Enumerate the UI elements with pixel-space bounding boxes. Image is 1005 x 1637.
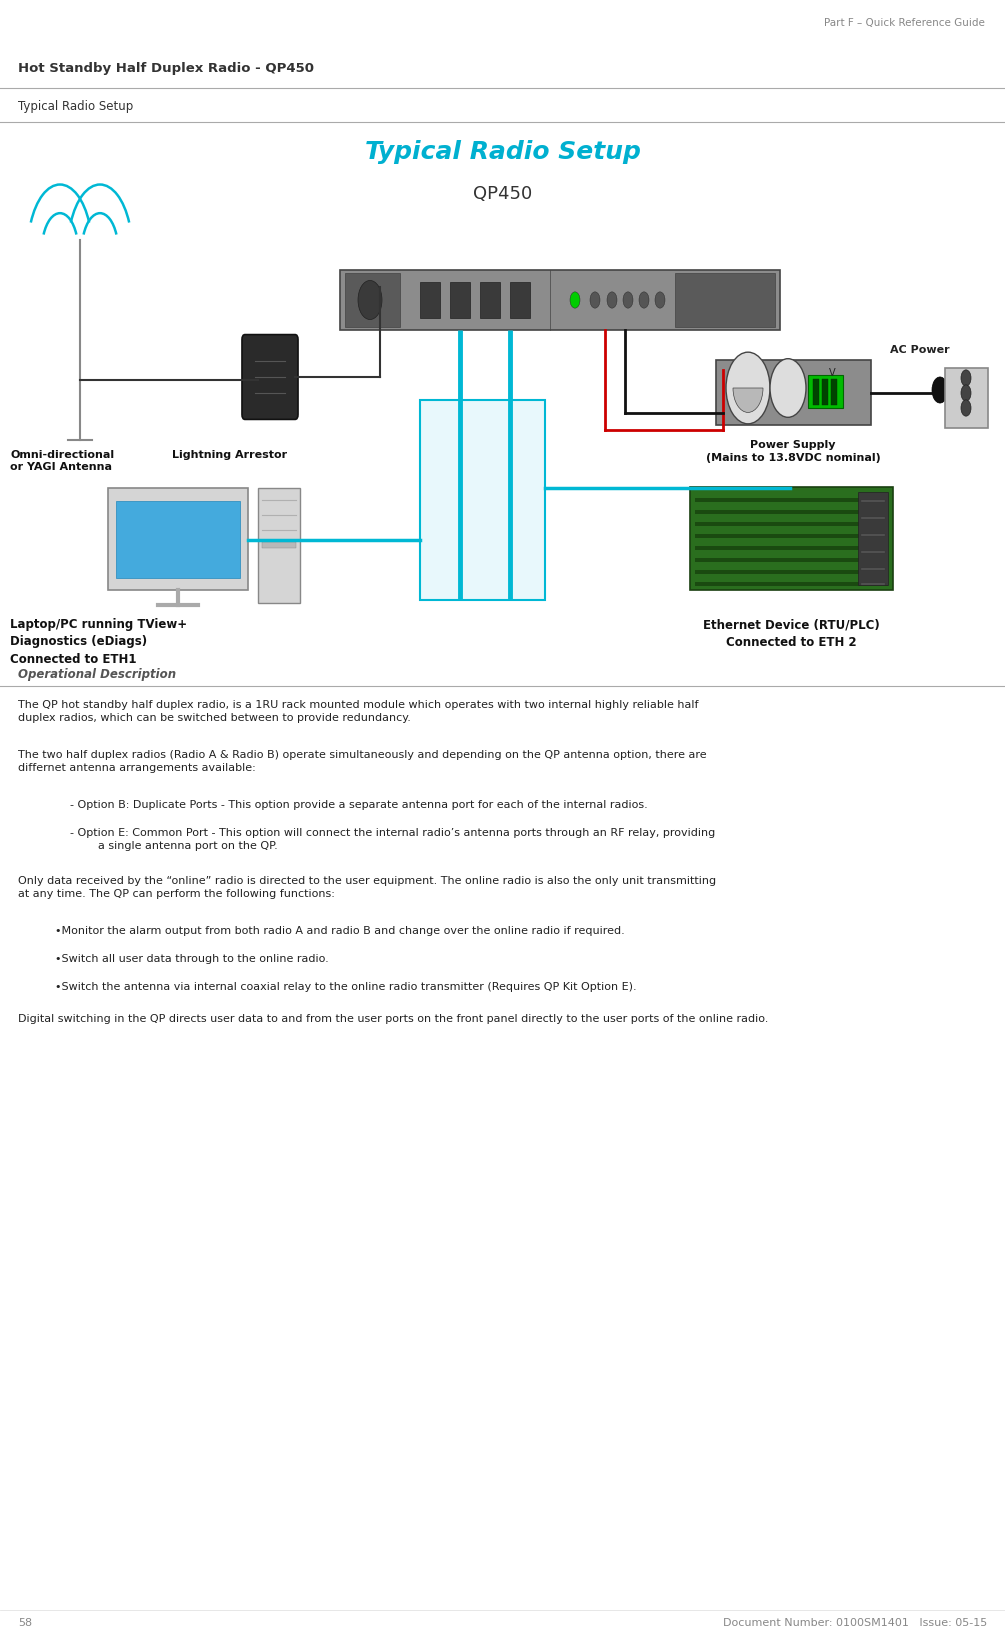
Circle shape <box>961 385 971 401</box>
Text: Hot Standby Half Duplex Radio - QP450: Hot Standby Half Duplex Radio - QP450 <box>18 62 314 75</box>
Circle shape <box>961 399 971 416</box>
Bar <box>695 534 888 539</box>
Text: Lightning Arrestor: Lightning Arrestor <box>172 450 287 460</box>
Bar <box>945 368 988 427</box>
Wedge shape <box>733 388 763 413</box>
Bar <box>450 282 470 318</box>
Text: Digital switching in the QP directs user data to and from the user ports on the : Digital switching in the QP directs user… <box>18 1013 769 1025</box>
Bar <box>258 488 300 602</box>
Circle shape <box>726 352 770 424</box>
Text: Omni-directional
or YAGI Antenna: Omni-directional or YAGI Antenna <box>10 450 115 471</box>
Text: 58: 58 <box>18 1617 32 1629</box>
Bar <box>861 534 885 535</box>
Bar <box>716 360 871 426</box>
Bar <box>695 583 888 586</box>
Text: V: V <box>829 368 835 378</box>
Bar <box>831 380 837 404</box>
Bar <box>420 282 440 318</box>
Circle shape <box>590 291 600 308</box>
Circle shape <box>639 291 649 308</box>
Bar <box>861 568 885 570</box>
Circle shape <box>932 377 948 403</box>
Text: - Option E: Common Port - This option will connect the internal radio’s antenna : - Option E: Common Port - This option wi… <box>70 828 716 851</box>
Bar <box>420 399 545 601</box>
Text: QP450: QP450 <box>473 185 532 203</box>
Bar <box>861 583 885 584</box>
Bar <box>345 273 400 327</box>
Text: Typical Radio Setup: Typical Radio Setup <box>365 141 640 164</box>
Text: - Option B: Duplicate Ports - This option provide a separate antenna port for ea: - Option B: Duplicate Ports - This optio… <box>70 800 648 810</box>
Bar <box>813 380 819 404</box>
Text: AC Power: AC Power <box>890 345 950 355</box>
Bar <box>690 486 893 589</box>
Circle shape <box>358 280 382 319</box>
Bar <box>695 522 888 525</box>
Text: Typical Radio Setup: Typical Radio Setup <box>18 100 134 113</box>
Bar <box>480 282 500 318</box>
Bar <box>675 273 775 327</box>
Bar <box>510 282 530 318</box>
Bar <box>695 558 888 561</box>
Text: The two half duplex radios (Radio A & Radio B) operate simultaneously and depend: The two half duplex radios (Radio A & Ra… <box>18 750 707 773</box>
Text: Ethernet Device (RTU/PLC)
Connected to ETH 2: Ethernet Device (RTU/PLC) Connected to E… <box>702 619 879 648</box>
Bar <box>695 498 888 503</box>
Bar <box>108 488 248 589</box>
Circle shape <box>655 291 665 308</box>
Text: Only data received by the “online” radio is directed to the user equipment. The : Only data received by the “online” radio… <box>18 876 717 899</box>
Bar <box>340 270 780 331</box>
Circle shape <box>770 359 806 417</box>
Bar <box>116 501 240 578</box>
Bar <box>695 570 888 575</box>
Text: Operational Description: Operational Description <box>18 668 176 681</box>
Text: Power Supply
(Mains to 13.8VDC nominal): Power Supply (Mains to 13.8VDC nominal) <box>706 440 880 463</box>
Circle shape <box>570 291 580 308</box>
Circle shape <box>961 370 971 386</box>
Text: The QP hot standby half duplex radio, is a 1RU rack mounted module which operate: The QP hot standby half duplex radio, is… <box>18 701 698 724</box>
Circle shape <box>623 291 633 308</box>
Text: Document Number: 0100SM1401   Issue: 05-15: Document Number: 0100SM1401 Issue: 05-15 <box>723 1617 987 1629</box>
Circle shape <box>607 291 617 308</box>
Bar <box>858 493 888 584</box>
Bar <box>695 511 888 514</box>
Bar <box>861 499 885 503</box>
Bar <box>861 552 885 553</box>
Text: •Switch all user data through to the online radio.: •Switch all user data through to the onl… <box>55 954 329 964</box>
Bar <box>808 375 843 408</box>
Text: Part F – Quick Reference Guide: Part F – Quick Reference Guide <box>824 18 985 28</box>
Text: •Monitor the alarm output from both radio A and radio B and change over the onli: •Monitor the alarm output from both radi… <box>55 927 625 936</box>
Bar <box>822 380 828 404</box>
FancyBboxPatch shape <box>242 334 298 419</box>
Text: Laptop/PC running TView+
Diagnostics (eDiags)
Connected to ETH1: Laptop/PC running TView+ Diagnostics (eD… <box>10 619 187 666</box>
Bar <box>861 517 885 519</box>
Bar <box>695 547 888 550</box>
Text: •Switch the antenna via internal coaxial relay to the online radio transmitter (: •Switch the antenna via internal coaxial… <box>55 982 636 992</box>
Bar <box>262 542 296 548</box>
